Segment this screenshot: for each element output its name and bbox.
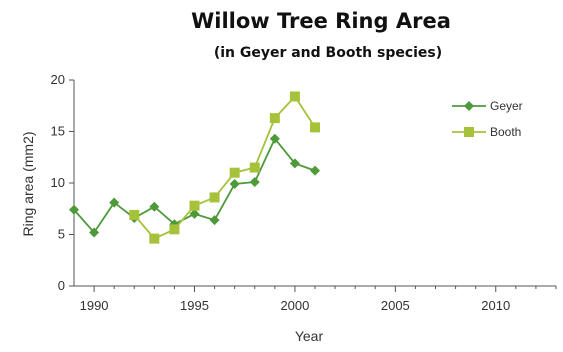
data-point-booth — [169, 224, 180, 235]
x-tick-label: 2005 — [381, 298, 410, 313]
chart-title: Willow Tree Ring Area — [191, 9, 451, 33]
x-tick-label: 1995 — [180, 298, 209, 313]
data-point-booth — [129, 209, 140, 220]
series-layer — [69, 91, 320, 244]
data-point-booth — [209, 192, 220, 203]
data-point-geyer — [109, 197, 120, 208]
data-point-booth — [289, 91, 300, 102]
data-point-geyer — [149, 201, 160, 212]
legend-item-booth: Booth — [452, 125, 521, 139]
y-tick-label: 10 — [51, 175, 65, 190]
data-point-geyer — [209, 215, 220, 226]
legend-marker — [464, 101, 474, 111]
legend-label: Booth — [490, 125, 521, 139]
series-booth — [129, 91, 320, 244]
y-axis-label: Ring area (mm2) — [20, 131, 36, 236]
x-axis-label: Year — [295, 328, 324, 344]
series-line-booth — [133, 95, 316, 240]
data-point-geyer — [229, 179, 240, 190]
x-tick-label: 2010 — [481, 298, 510, 313]
legend: Geyer Booth — [452, 99, 523, 139]
data-point-booth — [189, 200, 200, 211]
data-point-geyer — [289, 158, 300, 169]
legend-marker — [464, 127, 474, 137]
data-point-geyer — [69, 204, 79, 215]
axes: 0 5 10 15 20 1990 1995 2000 2005 2010 — [51, 72, 557, 313]
legend-label: Geyer — [490, 99, 523, 113]
x-tick-label: 2000 — [280, 298, 309, 313]
y-tick-label: 0 — [58, 278, 65, 293]
y-tick-label: 15 — [51, 124, 65, 139]
chart-subtitle: (in Geyer and Booth species) — [214, 45, 442, 61]
data-point-geyer — [269, 133, 280, 144]
data-point-booth — [269, 113, 280, 124]
data-point-booth — [149, 233, 160, 244]
data-point-booth — [249, 162, 260, 173]
series-geyer — [69, 133, 320, 238]
data-point-geyer — [89, 227, 100, 238]
y-tick-label: 5 — [58, 227, 65, 242]
data-point-geyer — [249, 176, 260, 187]
data-point-geyer — [189, 208, 200, 219]
data-point-geyer — [310, 165, 320, 176]
y-tick-label: 20 — [51, 72, 65, 87]
x-tick-label: 1990 — [80, 298, 109, 313]
data-point-booth — [229, 167, 240, 178]
legend-item-geyer: Geyer — [452, 99, 523, 113]
data-point-booth — [310, 122, 320, 133]
